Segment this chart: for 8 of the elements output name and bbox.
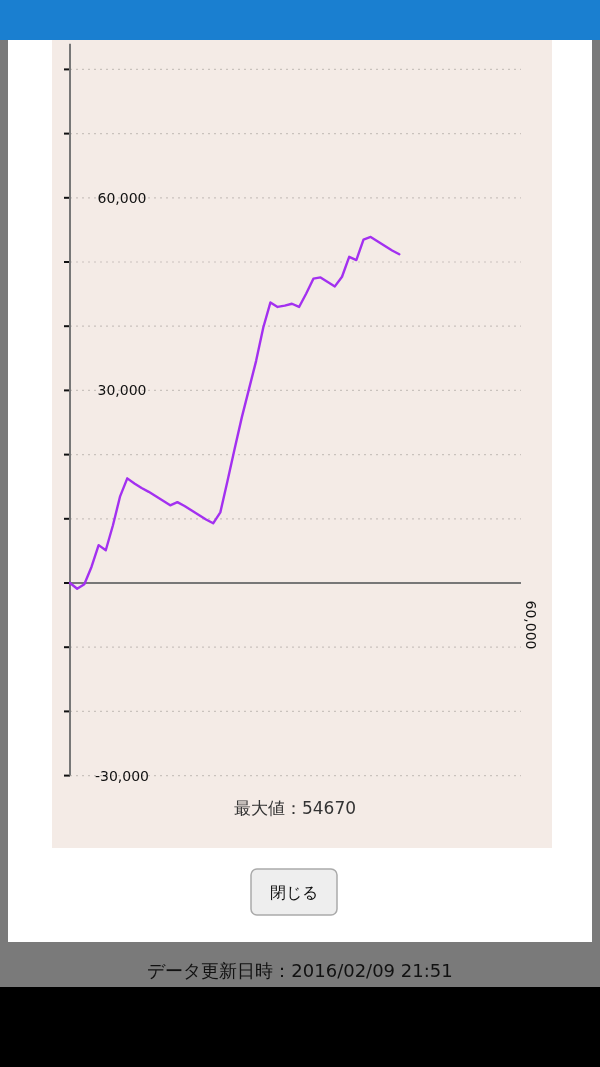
y-tick-label: 30,000 — [97, 382, 147, 399]
text: 最大値：54670 — [233, 798, 357, 818]
text: 60,000 — [523, 600, 539, 650]
y-tick-label: -30,000 — [94, 767, 150, 784]
line-series — [68, 235, 401, 590]
text: データ更新日時：2016/02/09 21:51 — [147, 960, 453, 981]
y-tick-label: 60,000 — [97, 189, 147, 206]
text: 閉じる — [270, 883, 318, 902]
